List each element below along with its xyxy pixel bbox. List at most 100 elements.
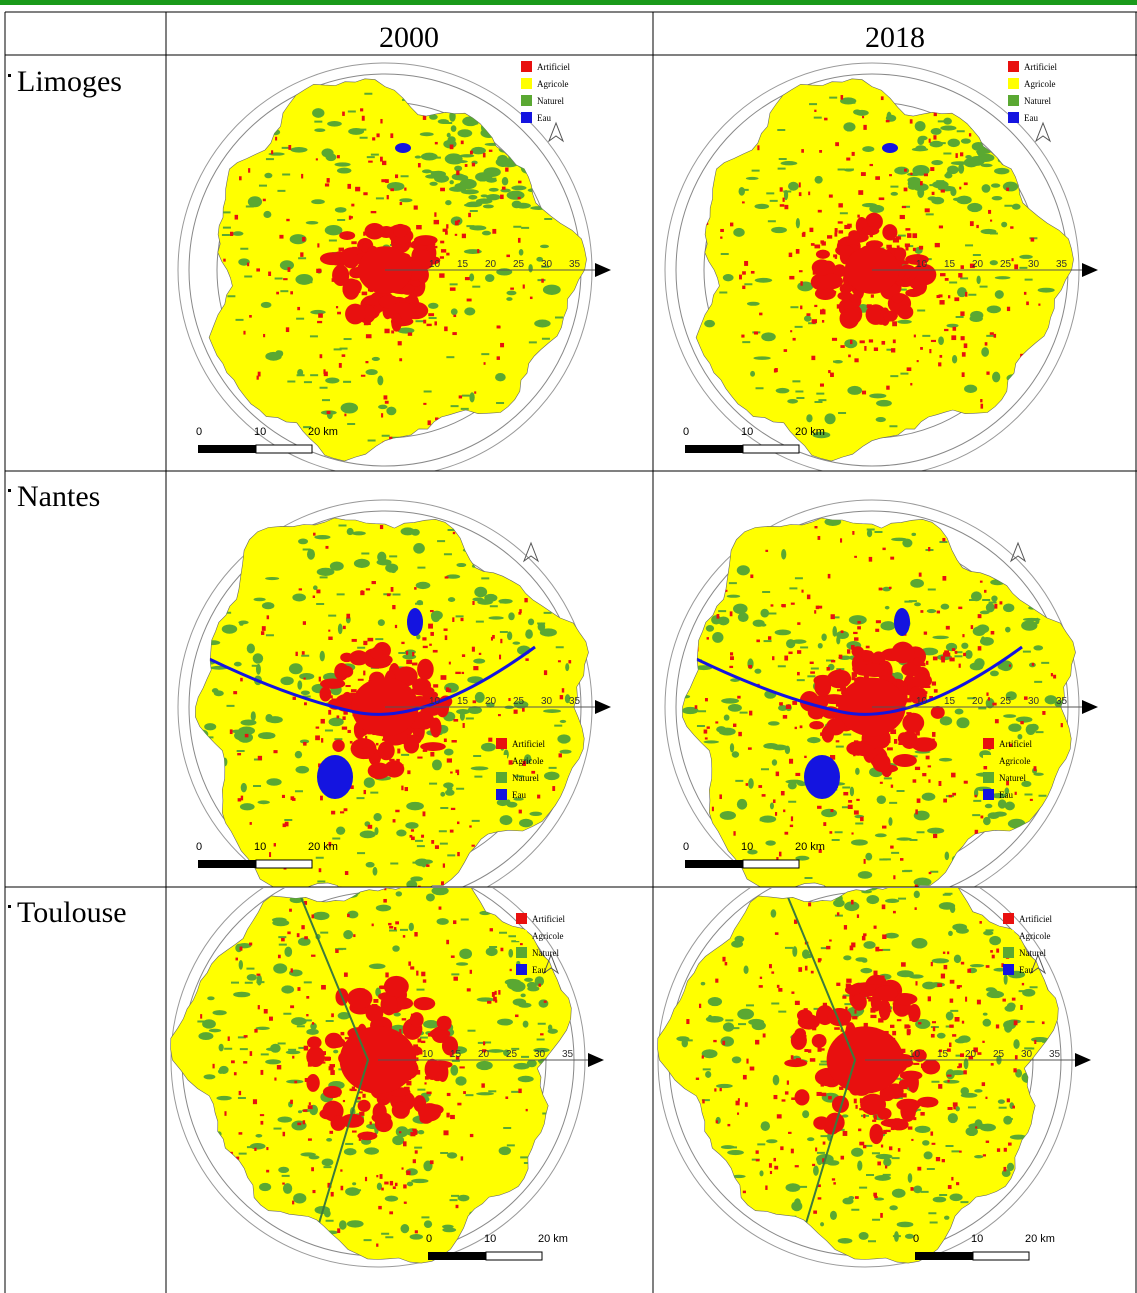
artificial-patch bbox=[254, 1029, 257, 1033]
natural-patch bbox=[469, 1211, 478, 1216]
artificial-patch bbox=[385, 972, 388, 977]
artificial-patch bbox=[841, 95, 844, 100]
artificial-patch bbox=[320, 354, 323, 358]
natural-patch bbox=[481, 743, 496, 752]
natural-patch bbox=[550, 1088, 566, 1096]
natural-patch bbox=[198, 1032, 213, 1040]
top-bar bbox=[0, 0, 1137, 5]
natural-patch bbox=[515, 203, 531, 209]
artificial-patch bbox=[423, 320, 426, 324]
artificial-patch bbox=[831, 614, 835, 619]
natural-patch bbox=[848, 1196, 854, 1200]
natural-patch bbox=[556, 199, 565, 205]
natural-patch bbox=[987, 991, 1005, 998]
natural-patch bbox=[980, 611, 990, 615]
natural-patch bbox=[922, 982, 936, 990]
artificial-patch bbox=[869, 339, 873, 342]
legend-label: Agricole bbox=[537, 79, 569, 89]
artificial-patch bbox=[1030, 799, 1033, 801]
artificial-patch bbox=[813, 1210, 817, 1213]
artificial-patch bbox=[821, 1093, 826, 1097]
artificial-patch bbox=[882, 341, 886, 345]
artificial-patch bbox=[827, 235, 832, 238]
artificial-patch bbox=[708, 292, 711, 297]
artificial-patch bbox=[266, 1170, 269, 1173]
bullet bbox=[8, 905, 11, 908]
artificial-patch bbox=[904, 169, 907, 172]
natural-patch bbox=[902, 539, 912, 548]
artificial-patch bbox=[858, 190, 863, 195]
natural-patch bbox=[922, 793, 936, 801]
natural-patch bbox=[421, 153, 438, 161]
artificial-patch bbox=[244, 1035, 248, 1037]
artificial-patch bbox=[964, 343, 968, 348]
artificial-patch bbox=[826, 667, 829, 671]
artificial-patch bbox=[980, 816, 983, 819]
natural-patch bbox=[820, 1222, 824, 1226]
artificial-patch bbox=[414, 932, 417, 936]
artificial-patch bbox=[769, 964, 772, 968]
natural-patch bbox=[366, 862, 375, 868]
artificial-patch bbox=[292, 1201, 294, 1205]
artificial-patch bbox=[395, 625, 397, 628]
artificial-patch bbox=[965, 292, 967, 297]
natural-patch bbox=[968, 102, 972, 106]
artificial-patch bbox=[751, 271, 755, 274]
artificial-patch bbox=[311, 914, 314, 918]
natural-patch bbox=[258, 732, 275, 739]
artificial-patch bbox=[939, 300, 944, 305]
artificial-patch bbox=[1012, 1106, 1015, 1109]
artificial-patch bbox=[510, 969, 512, 971]
natural-patch bbox=[204, 1074, 216, 1079]
artificial-patch bbox=[749, 711, 752, 716]
natural-patch bbox=[885, 606, 890, 610]
urban-core bbox=[393, 224, 407, 238]
artificial-patch bbox=[435, 142, 438, 144]
natural-patch bbox=[480, 128, 497, 138]
artificial-patch bbox=[263, 334, 265, 337]
natural-patch bbox=[506, 297, 512, 301]
artificial-patch bbox=[402, 1018, 406, 1020]
urban-core bbox=[347, 988, 372, 1009]
natural-patch bbox=[877, 795, 886, 804]
artificial-patch bbox=[459, 395, 462, 398]
artificial-patch bbox=[939, 355, 942, 358]
natural-patch bbox=[940, 126, 956, 131]
natural-patch bbox=[962, 110, 969, 114]
artificial-patch bbox=[362, 292, 368, 296]
artificial-patch bbox=[720, 229, 724, 232]
artificial-patch bbox=[337, 715, 340, 718]
urban-core bbox=[848, 230, 859, 240]
artificial-patch bbox=[919, 573, 922, 577]
artificial-patch bbox=[756, 1159, 760, 1161]
artificial-patch bbox=[932, 192, 935, 195]
urban-core bbox=[913, 657, 924, 666]
artificial-patch bbox=[472, 647, 475, 652]
artificial-patch bbox=[355, 187, 360, 192]
artificial-patch bbox=[481, 1083, 484, 1087]
natural-patch bbox=[971, 108, 979, 116]
legend-swatch bbox=[496, 738, 507, 749]
artificial-patch bbox=[383, 899, 387, 903]
natural-patch bbox=[508, 612, 514, 620]
artificial-patch bbox=[818, 536, 821, 540]
artificial-patch bbox=[704, 729, 708, 733]
natural-patch bbox=[416, 582, 431, 589]
natural-patch bbox=[908, 1173, 913, 1183]
natural-patch bbox=[907, 173, 921, 176]
artificial-patch bbox=[430, 1160, 434, 1164]
artificial-patch bbox=[492, 229, 496, 234]
artificial-patch bbox=[435, 417, 438, 420]
artificial-patch bbox=[796, 249, 800, 254]
artificial-patch bbox=[852, 1016, 857, 1019]
artificial-patch bbox=[800, 725, 803, 728]
artificial-patch bbox=[424, 1082, 426, 1084]
artificial-patch bbox=[1014, 1020, 1018, 1025]
artificial-patch bbox=[705, 737, 708, 739]
artificial-patch bbox=[447, 758, 452, 762]
artificial-patch bbox=[742, 201, 745, 203]
artificial-patch bbox=[859, 1142, 864, 1146]
artificial-patch bbox=[518, 181, 521, 184]
artificial-patch bbox=[395, 921, 399, 924]
artificial-patch bbox=[781, 604, 783, 607]
